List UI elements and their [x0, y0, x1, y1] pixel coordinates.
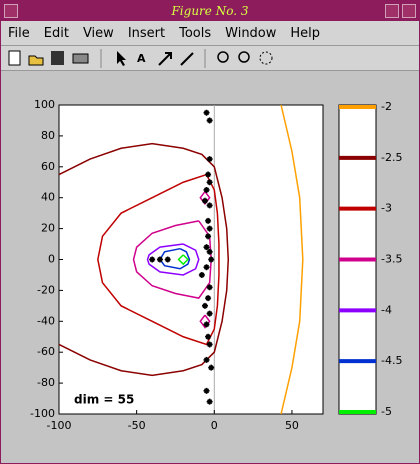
menu-item[interactable]: Tools	[179, 25, 212, 41]
toolbar: A	[1, 46, 419, 71]
menu-item[interactable]: Help	[290, 25, 321, 41]
data-point	[164, 256, 171, 263]
data-point	[203, 264, 210, 271]
data-point	[203, 321, 210, 328]
y-tick-label: -80	[37, 376, 55, 389]
data-point	[206, 179, 213, 186]
contour-line	[199, 314, 211, 329]
data-point	[201, 302, 208, 309]
menu-item[interactable]: Edit	[43, 25, 69, 41]
data-point	[203, 186, 210, 193]
annotation: dim = 55	[74, 393, 134, 407]
data-point	[203, 109, 210, 116]
data-point	[205, 171, 212, 178]
x-tick-label: -100	[47, 419, 72, 432]
y-tick-label: 60	[41, 160, 55, 173]
data-point	[206, 156, 213, 163]
print-icon[interactable]	[72, 53, 89, 64]
contour-line	[280, 104, 304, 415]
y-tick-label: 80	[41, 129, 55, 142]
colorbar-tick-label: -5	[381, 405, 392, 418]
menu-item[interactable]: View	[82, 25, 114, 41]
title-bar: Figure No. 3	[1, 1, 419, 21]
y-tick-label: 100	[34, 98, 55, 111]
data-point	[156, 256, 163, 263]
x-tick-label: 0	[211, 419, 218, 432]
data-point	[206, 225, 213, 232]
y-tick-label: -20	[37, 283, 55, 296]
toolbar-icons: A	[8, 49, 273, 68]
data-point	[205, 295, 212, 302]
data-point	[206, 341, 213, 348]
colorbar-tick-label: -4.5	[381, 354, 402, 367]
data-point	[208, 256, 215, 263]
select-icon[interactable]	[117, 51, 126, 66]
contour-line	[58, 142, 230, 377]
y-tick-label: -100	[30, 407, 55, 420]
colorbar-tick-label: -2	[381, 100, 392, 113]
data-point	[203, 387, 210, 394]
contour-line	[159, 247, 191, 270]
maximize-button[interactable]	[402, 4, 416, 18]
colorbar-tick-label: -3.5	[381, 253, 402, 266]
y-tick-label: 0	[48, 253, 55, 266]
menu-item[interactable]: File	[8, 25, 30, 41]
window-menu-button[interactable]	[4, 4, 18, 18]
colorbar-tick-label: -2.5	[381, 151, 402, 164]
contour-line	[97, 173, 220, 346]
contour-line	[177, 254, 189, 266]
arrow-icon[interactable]	[158, 52, 172, 66]
y-tick-label: 40	[41, 191, 55, 204]
y-tick-label: 20	[41, 222, 55, 235]
colorbar-tick-label: -3	[381, 202, 392, 215]
line-icon[interactable]	[180, 52, 194, 66]
colorbar-tick-label: -4	[381, 303, 392, 316]
data-point	[203, 244, 210, 251]
data-point	[206, 248, 213, 255]
rotate-icon[interactable]	[259, 51, 273, 65]
y-tick-label: -60	[37, 345, 55, 358]
minimize-button[interactable]	[385, 4, 399, 18]
window-title: Figure No. 3	[171, 4, 249, 18]
data-point	[208, 364, 215, 371]
data-point	[206, 284, 213, 291]
data-point	[201, 197, 208, 204]
figure-canvas: -100 -50 0 50 -100 -80 -60 -40 -20 0 20 40 60 80 100 di…	[30, 98, 402, 432]
data-point	[149, 256, 156, 263]
menu-item[interactable]: Window	[225, 25, 277, 41]
open-icon[interactable]	[28, 55, 44, 66]
menu-bar: File Edit View Insert Tools Window Help	[1, 21, 419, 46]
contour-line	[199, 191, 211, 206]
zoom-out-icon[interactable]	[238, 51, 250, 63]
x-tick-label: -50	[128, 419, 146, 432]
y-tick-label: -40	[37, 314, 55, 327]
data-point	[198, 271, 205, 278]
text-icon[interactable]: A	[137, 52, 146, 65]
save-icon[interactable]	[51, 51, 64, 65]
contour-line	[146, 243, 200, 276]
data-point	[206, 117, 213, 124]
data-point	[203, 356, 210, 363]
zoom-in-icon[interactable]	[217, 51, 229, 63]
data-point	[205, 217, 212, 224]
data-point	[206, 398, 213, 405]
data-point	[206, 310, 213, 317]
x-tick-label: 50	[285, 419, 299, 432]
data-point	[205, 333, 212, 340]
menu-item[interactable]: Insert	[127, 25, 166, 41]
data-point	[205, 233, 212, 240]
new-icon[interactable]	[8, 50, 21, 66]
data-point	[206, 202, 213, 209]
